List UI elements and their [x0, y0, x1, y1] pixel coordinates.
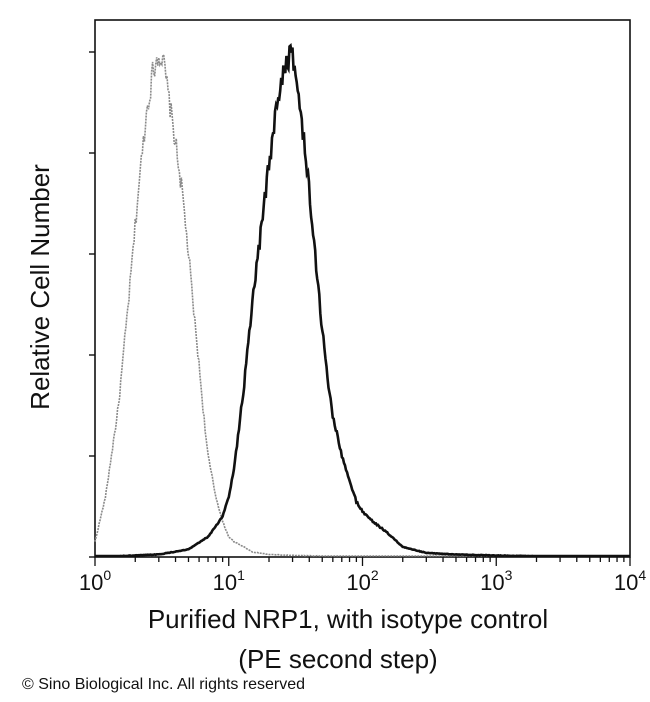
- series-layer: [94, 43, 630, 558]
- plot-frame: [94, 19, 631, 558]
- x-tick-label: 104: [614, 567, 646, 595]
- x-tick-label: 100: [79, 567, 111, 595]
- copyright-notice: © Sino Biological Inc. All rights reserv…: [22, 676, 306, 693]
- x-axis-title-line1: Purified NRP1, with isotype control: [148, 604, 548, 634]
- series-nrp1-line: [95, 43, 630, 558]
- y-axis-ticks: [89, 51, 95, 558]
- y-axis-title: Relative Cell Number: [25, 164, 55, 410]
- x-axis-ticks: [94, 557, 631, 566]
- x-axis-tick-labels: 100 101 102 103 104: [79, 567, 646, 595]
- x-axis-title-line2: (PE second step): [238, 644, 437, 674]
- x-tick-label: 101: [213, 567, 245, 595]
- series-isotype-control-line: [94, 52, 630, 557]
- x-tick-label: 102: [346, 567, 378, 595]
- x-tick-label: 103: [480, 567, 512, 595]
